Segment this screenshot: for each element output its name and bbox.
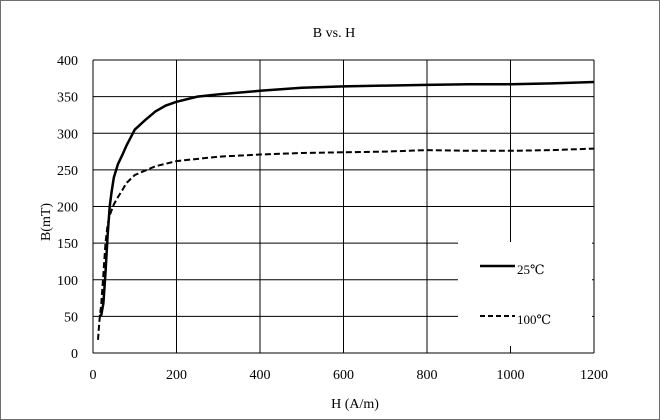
legend-label-100c: 100℃ xyxy=(517,312,551,327)
series-line-25c xyxy=(98,80,595,318)
y-tick-label: 50 xyxy=(64,310,78,325)
chart-title: B vs. H xyxy=(313,26,355,41)
y-axis-label: B(mT) xyxy=(39,203,54,241)
x-tick-label: 1200 xyxy=(580,368,608,383)
x-tick-label: 400 xyxy=(250,368,271,383)
y-tick-label: 400 xyxy=(57,54,78,69)
x-tick-labels: 0 200 400 600 800 1000 1200 xyxy=(90,368,609,383)
y-tick-label: 150 xyxy=(57,237,78,252)
y-tick-label: 0 xyxy=(71,347,78,362)
x-tick-label: 0 xyxy=(90,368,97,383)
series-lines xyxy=(97,80,595,340)
y-tick-label: 100 xyxy=(57,274,78,289)
grid xyxy=(92,59,595,354)
y-tick-label: 250 xyxy=(57,164,78,179)
y-tick-label: 300 xyxy=(57,127,78,142)
y-tick-label: 200 xyxy=(57,201,78,216)
legend-box xyxy=(458,242,592,346)
x-tick-label: 600 xyxy=(333,368,354,383)
x-tick-label: 800 xyxy=(417,368,438,383)
y-tick-labels: 0 50 100 150 200 250 300 350 400 xyxy=(57,54,78,362)
x-tick-label: 1000 xyxy=(497,368,525,383)
y-tick-label: 350 xyxy=(57,91,78,106)
x-tick-label: 200 xyxy=(166,368,187,383)
series-line-100c xyxy=(97,147,595,340)
x-axis-label: H (A/m) xyxy=(331,397,379,412)
legend-label-25c: 25℃ xyxy=(517,262,545,277)
